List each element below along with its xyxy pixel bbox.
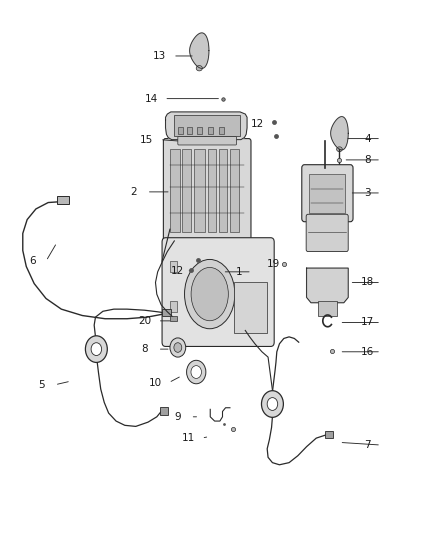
Bar	[170, 316, 177, 321]
FancyBboxPatch shape	[178, 136, 237, 145]
FancyBboxPatch shape	[302, 165, 353, 222]
Text: 2: 2	[130, 187, 137, 197]
Circle shape	[267, 398, 278, 410]
Bar	[219, 149, 227, 232]
Bar	[197, 127, 202, 134]
Circle shape	[187, 360, 206, 384]
Text: 18: 18	[361, 278, 374, 287]
Text: 19: 19	[267, 259, 280, 269]
Bar	[234, 282, 267, 333]
Ellipse shape	[191, 268, 228, 321]
FancyBboxPatch shape	[162, 238, 274, 346]
Text: 10: 10	[149, 378, 162, 387]
Text: 11: 11	[182, 433, 195, 443]
Text: 20: 20	[138, 316, 151, 326]
Bar	[194, 149, 205, 232]
Text: 8: 8	[141, 344, 148, 354]
Circle shape	[261, 391, 283, 417]
Bar	[57, 196, 69, 204]
Bar	[187, 127, 192, 134]
Bar	[170, 149, 180, 232]
Bar	[309, 174, 345, 213]
Text: 16: 16	[361, 347, 374, 357]
Text: 1: 1	[235, 267, 242, 277]
Bar	[162, 309, 171, 316]
Text: 17: 17	[361, 318, 374, 327]
Text: 15: 15	[140, 135, 153, 144]
Bar	[230, 149, 239, 232]
Bar	[219, 127, 224, 134]
Text: 13: 13	[153, 51, 166, 61]
Bar	[178, 127, 183, 134]
Circle shape	[85, 336, 107, 362]
Polygon shape	[190, 33, 209, 68]
Text: 12: 12	[171, 266, 184, 276]
Text: 5: 5	[38, 380, 45, 390]
Bar	[208, 127, 213, 134]
Text: 4: 4	[364, 134, 371, 143]
FancyBboxPatch shape	[306, 214, 348, 252]
Bar	[160, 407, 168, 415]
Bar	[318, 301, 337, 316]
Text: 7: 7	[364, 440, 371, 450]
Bar	[170, 302, 177, 312]
Polygon shape	[307, 268, 348, 303]
Text: 3: 3	[364, 188, 371, 198]
Bar	[325, 431, 333, 438]
Bar	[170, 261, 177, 272]
Bar	[182, 149, 191, 232]
Text: 8: 8	[364, 155, 371, 165]
Circle shape	[174, 343, 182, 352]
Ellipse shape	[196, 66, 202, 71]
Bar	[174, 115, 240, 136]
Circle shape	[91, 343, 102, 356]
Circle shape	[170, 338, 186, 357]
Text: 9: 9	[174, 412, 181, 422]
Text: 12: 12	[251, 119, 264, 128]
Ellipse shape	[184, 260, 235, 329]
Polygon shape	[166, 112, 247, 140]
Circle shape	[191, 366, 201, 378]
Ellipse shape	[336, 147, 343, 152]
FancyBboxPatch shape	[163, 139, 251, 243]
Polygon shape	[331, 117, 348, 150]
Text: 14: 14	[145, 94, 158, 103]
Text: 6: 6	[29, 256, 36, 266]
Bar	[208, 149, 216, 232]
